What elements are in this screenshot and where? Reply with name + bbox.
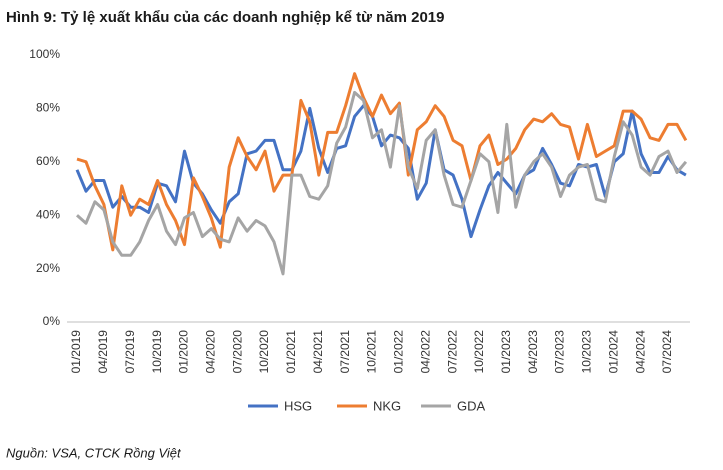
x-tick-label: 01/2023 xyxy=(499,330,513,374)
series-line xyxy=(75,104,687,239)
y-tick-label: 0% xyxy=(43,314,61,328)
x-tick-label: 01/2024 xyxy=(606,330,620,374)
x-tick-label: 04/2021 xyxy=(311,330,325,374)
y-tick-label: 40% xyxy=(36,207,60,221)
x-tick-label: 10/2019 xyxy=(150,330,164,374)
x-tick-label: 10/2021 xyxy=(365,330,379,374)
x-tick-label: 04/2023 xyxy=(526,330,540,374)
x-tick-label: 10/2023 xyxy=(580,330,594,374)
series-line xyxy=(76,90,688,276)
y-tick-label: 20% xyxy=(36,261,60,275)
x-tick-label: 07/2022 xyxy=(445,330,459,374)
x-tick-label: 01/2020 xyxy=(177,330,191,374)
series-line xyxy=(76,72,688,252)
x-tick-label: 10/2020 xyxy=(257,330,271,374)
x-tick-label: 04/2019 xyxy=(96,330,110,374)
chart-title: Hình 9: Tỷ lệ xuất khẩu của các doanh ng… xyxy=(6,9,445,26)
x-tick-label: 10/2022 xyxy=(472,330,486,374)
x-tick-label: 04/2024 xyxy=(633,330,647,374)
legend-label: NKG xyxy=(373,398,401,413)
y-tick-label: 80% xyxy=(36,101,60,115)
x-tick-label: 07/2021 xyxy=(338,330,352,374)
x-tick-label: 01/2021 xyxy=(284,330,298,374)
y-tick-label: 60% xyxy=(36,154,60,168)
x-tick-label: 04/2020 xyxy=(203,330,217,374)
x-tick-label: 01/2022 xyxy=(392,330,406,374)
legend-label: HSG xyxy=(284,398,312,413)
x-tick-label: 01/2019 xyxy=(69,330,83,374)
source: Nguồn: VSA, CTCK Rồng Việt xyxy=(6,445,182,460)
x-tick-label: 07/2020 xyxy=(230,330,244,374)
x-tick-label: 07/2023 xyxy=(553,330,567,374)
legend-label: GDA xyxy=(457,398,486,413)
y-tick-label: 100% xyxy=(29,47,60,61)
x-tick-label: 07/2024 xyxy=(660,330,674,374)
x-tick-label: 07/2019 xyxy=(123,330,137,374)
x-tick-label: 04/2022 xyxy=(418,330,432,374)
